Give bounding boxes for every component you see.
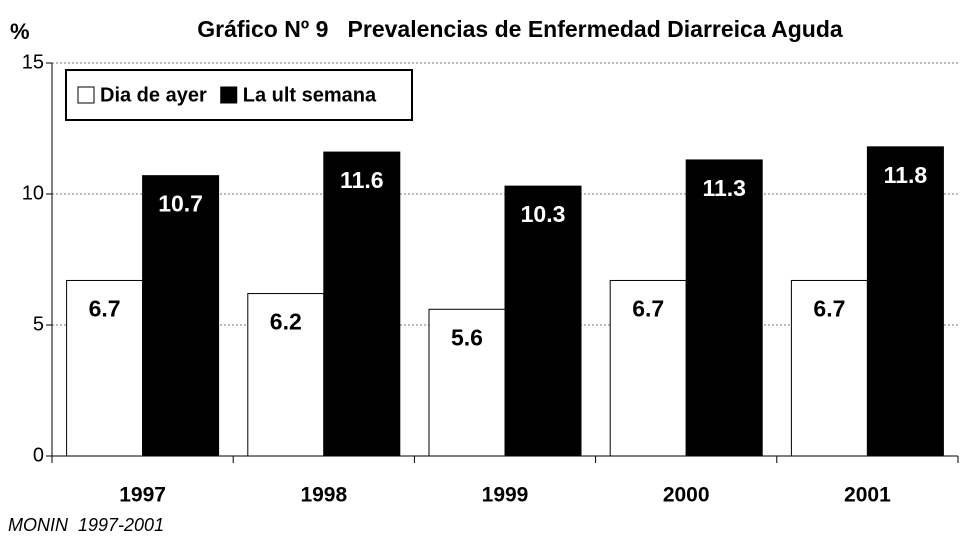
bar: [609, 279, 687, 457]
legend-label: Dia de ayer: [100, 84, 207, 106]
data-label: 10.7: [158, 191, 203, 217]
legend-label: La ult semana: [243, 84, 377, 106]
y-tick-label: 5: [33, 313, 44, 335]
data-label: 11.6: [340, 167, 384, 193]
legend-swatch: [220, 86, 238, 104]
bar: [790, 279, 868, 457]
bar: [66, 279, 144, 457]
y-tick-label: 10: [22, 182, 44, 204]
legend-swatch: [77, 86, 95, 104]
bar: [428, 308, 506, 457]
x-tick-label: 2001: [844, 484, 891, 507]
bar: [142, 175, 220, 457]
x-tick-label: 2000: [663, 484, 710, 507]
source-note: MONIN 1997-2001: [8, 515, 164, 535]
x-tick-label: 1997: [119, 484, 166, 507]
bar: [504, 185, 582, 457]
x-tick-label: 1999: [482, 484, 529, 507]
bar: [685, 159, 763, 457]
y-tick-label: 15: [22, 51, 44, 73]
legend-box: [65, 69, 413, 121]
data-label: 10.3: [521, 201, 566, 227]
data-label: 6.7: [813, 296, 845, 322]
bar: [247, 293, 325, 457]
data-label: 6.2: [270, 309, 302, 335]
y-tick-label: 0: [33, 444, 44, 466]
data-label: 11.8: [884, 162, 928, 188]
bar: [323, 151, 401, 457]
data-label: 6.7: [89, 296, 121, 322]
chart-title: Gráfico Nº 9 Prevalencias de Enfermedad …: [197, 16, 843, 42]
data-label: 5.6: [451, 324, 483, 350]
x-tick-label: 1998: [300, 484, 347, 507]
data-label: 11.3: [702, 175, 746, 201]
bar: [866, 146, 944, 457]
data-label: 6.7: [632, 296, 664, 322]
y-axis-label: %: [10, 19, 30, 44]
